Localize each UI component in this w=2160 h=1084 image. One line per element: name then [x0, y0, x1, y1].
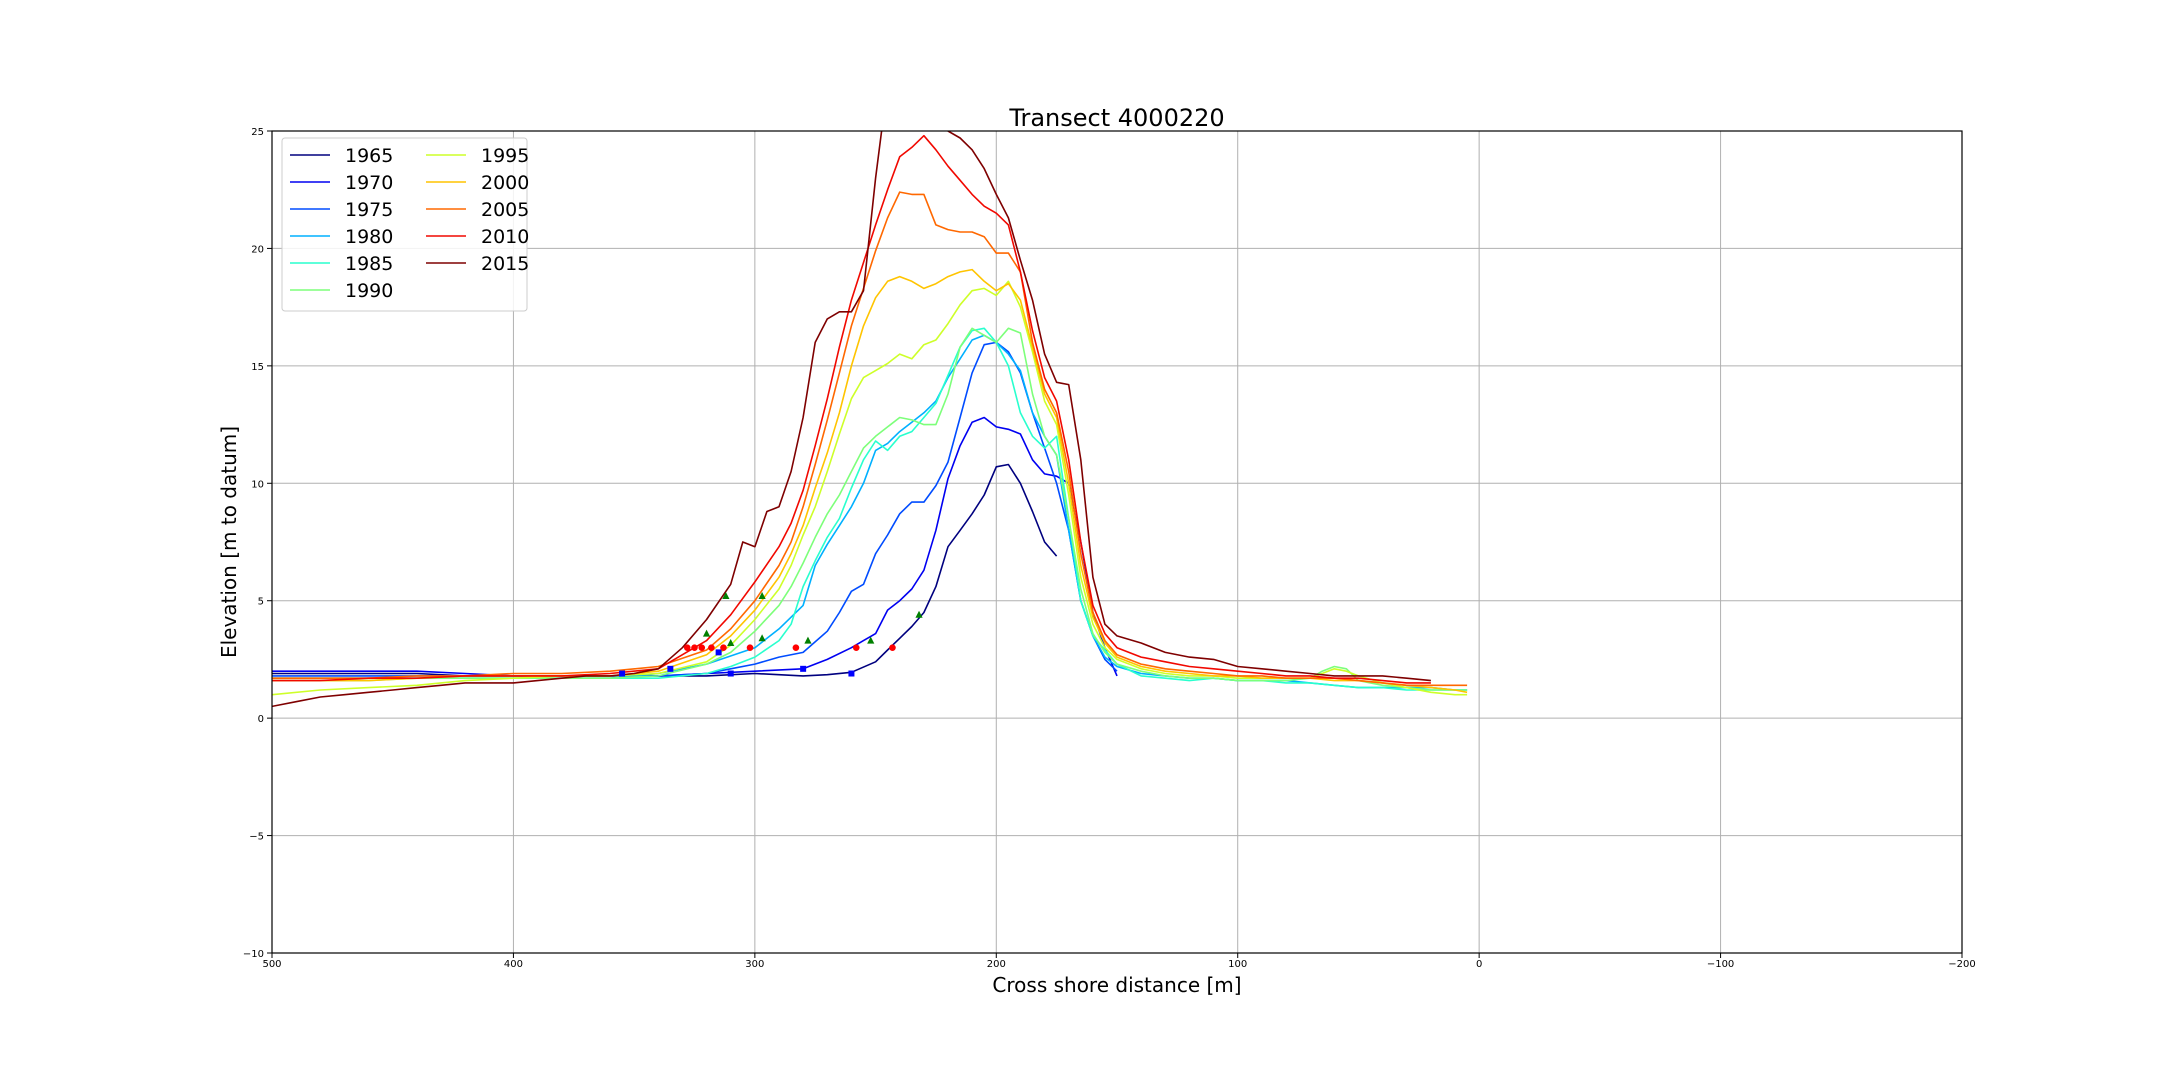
series-line-2015 — [272, 131, 1431, 708]
x-tick-label: −200 — [1948, 959, 1975, 970]
legend-label: 1985 — [345, 253, 393, 275]
grid-layer — [271, 130, 1963, 954]
circle-marker — [792, 644, 800, 651]
y-tick-label: −10 — [243, 949, 264, 960]
series-line-1995 — [272, 280, 1468, 696]
square-marker — [727, 670, 734, 677]
legend-label: 2005 — [481, 199, 529, 221]
legend-label: 1995 — [481, 145, 529, 167]
legend-label: 2000 — [481, 172, 529, 194]
x-tick-label: 500 — [262, 959, 281, 970]
legend-label: 2010 — [481, 226, 529, 248]
legend-label: 1970 — [345, 172, 393, 194]
x-axis-label: Cross shore distance [m] — [992, 973, 1241, 997]
series-line-2000 — [272, 268, 1468, 694]
y-tick-label: 10 — [251, 479, 264, 490]
triangle-marker — [915, 610, 923, 618]
triangle-marker — [867, 636, 875, 644]
series-line-2010 — [272, 134, 1431, 684]
circle-marker — [852, 644, 860, 651]
circle-marker — [889, 644, 896, 651]
y-tick-label: 5 — [258, 597, 264, 608]
circle-marker — [698, 644, 706, 651]
y-tick-label: 0 — [258, 714, 264, 725]
square-marker — [848, 670, 855, 677]
triangle-marker — [722, 592, 730, 600]
x-tick-label: 200 — [987, 959, 1006, 970]
triangle-marker — [758, 592, 766, 600]
circle-marker — [683, 644, 691, 651]
legend: 1965 1970 1975 1980 1985 1990 1995 2000 2005 2010… — [281, 137, 529, 312]
y-tick-label: 15 — [251, 362, 264, 373]
y-tick-label: −5 — [249, 832, 264, 843]
series-line-1970 — [272, 416, 1118, 677]
legend-label: 2015 — [481, 253, 529, 275]
series-line-1990 — [272, 327, 1468, 691]
triangle-marker — [702, 629, 711, 637]
series-line-1975 — [272, 341, 1118, 677]
y-axis-label: Elevation [m to datum] — [217, 426, 241, 658]
circle-marker — [746, 644, 754, 651]
triangle-marker — [727, 638, 735, 646]
x-tick-label: −100 — [1707, 959, 1734, 970]
legend-label: 1965 — [345, 145, 393, 167]
triangle-marker — [758, 634, 766, 642]
series-line-1985 — [272, 327, 1468, 691]
triangle-marker — [804, 636, 812, 644]
marker-layer — [619, 592, 923, 677]
square-marker — [667, 665, 674, 672]
y-tick-label: 25 — [251, 127, 264, 138]
chart-title: Transect 4000220 — [1008, 104, 1224, 132]
square-marker — [619, 670, 626, 677]
square-marker — [715, 649, 722, 656]
series-line-1965 — [272, 463, 1058, 677]
series-layer — [272, 131, 1468, 708]
square-marker — [800, 665, 807, 672]
circle-marker — [708, 644, 715, 651]
x-tick-label: 300 — [745, 959, 764, 970]
circle-marker — [691, 644, 698, 651]
plot-frame — [271, 130, 1963, 954]
x-tick-label: 100 — [1228, 959, 1247, 970]
y-tick-label: 20 — [251, 244, 264, 255]
tick-layer: 500 400 300 200 100 0 −100 −200 −10 −5 0 5 10 15 20 25 — [243, 127, 1976, 970]
x-tick-label: 400 — [504, 959, 523, 970]
x-tick-label: 0 — [1476, 959, 1482, 970]
legend-label: 1990 — [345, 280, 393, 302]
legend-label: 1980 — [345, 226, 393, 248]
legend-label: 1975 — [345, 199, 393, 221]
circle-marker — [720, 644, 727, 651]
